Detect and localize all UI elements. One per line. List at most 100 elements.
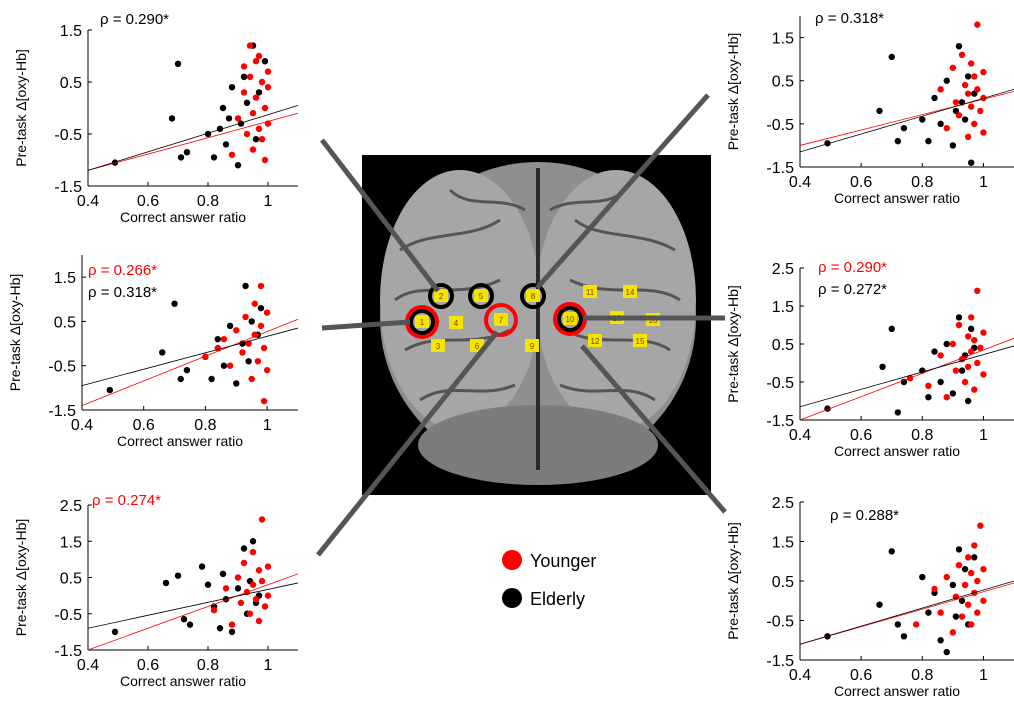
data-point-younger — [255, 125, 263, 132]
y-tick-label: 0.5 — [772, 574, 794, 591]
data-point-younger — [980, 68, 987, 76]
channel-label: 11 — [586, 288, 595, 297]
data-point-elderly — [919, 573, 926, 581]
data-point-elderly — [228, 628, 236, 636]
data-point-younger — [955, 112, 963, 119]
data-point-elderly — [968, 159, 975, 166]
data-point-elderly — [106, 386, 113, 394]
x-axis-label: Correct answer ratio — [834, 190, 960, 206]
data-point-younger — [239, 349, 246, 356]
data-point-younger — [937, 609, 944, 616]
data-point-elderly — [171, 300, 178, 307]
y-tick-label: 0.5 — [60, 75, 82, 92]
data-point-younger — [261, 156, 269, 164]
data-point-younger — [261, 104, 269, 112]
data-point-elderly — [955, 546, 963, 553]
legend-marker-younger — [502, 550, 522, 570]
x-tick-label: 0.4 — [71, 417, 93, 434]
data-point-younger — [249, 548, 257, 556]
legend-marker-elderly — [502, 588, 522, 608]
data-point-elderly — [183, 366, 191, 374]
data-point-younger — [254, 358, 262, 365]
data-point-elderly — [894, 409, 902, 416]
data-point-younger — [243, 130, 251, 138]
channel-label: 10 — [566, 315, 575, 324]
y-tick-label: -1.5 — [54, 179, 82, 196]
rho-annotation: ρ = 0.318* — [815, 10, 884, 27]
y-axis-label: Pre-task Δ[oxy-Hb] — [13, 49, 29, 167]
data-point-younger — [964, 333, 972, 340]
x-tick-label: 1 — [263, 417, 272, 434]
data-point-younger — [248, 375, 255, 383]
channel-label: 4 — [454, 319, 459, 328]
data-point-younger — [955, 321, 963, 329]
x-axis-label: Correct answer ratio — [834, 683, 960, 699]
data-point-younger — [228, 621, 236, 628]
y-tick-label: 1.5 — [772, 299, 794, 316]
channel-ring-elderly — [468, 283, 494, 309]
y-tick-label: -1.5 — [48, 403, 76, 420]
channel-marker — [431, 339, 445, 352]
data-point-younger — [980, 371, 987, 378]
data-point-younger — [974, 577, 981, 585]
data-point-younger — [246, 73, 254, 81]
rho-annotation: ρ = 0.290* — [818, 259, 887, 276]
data-point-younger — [255, 617, 263, 625]
x-tick-label: 0.6 — [850, 667, 872, 684]
y-tick-label: -0.5 — [766, 614, 794, 631]
data-point-younger — [260, 397, 268, 405]
data-point-younger — [961, 81, 969, 89]
data-point-younger — [964, 133, 972, 140]
x-axis-label: Correct answer ratio — [120, 673, 246, 689]
data-point-elderly — [955, 314, 963, 321]
scatter-panel-bottom-right: 2.5 1.5 0.5 -0.5 -1.50.4 0.6 0.8 1 Correct answe… — [725, 495, 1014, 699]
data-point-younger — [952, 367, 960, 374]
x-axis-label: Correct answer ratio — [834, 443, 960, 459]
data-point-younger — [226, 362, 234, 369]
fit-line-elderly — [799, 580, 1014, 645]
x-axis-label: Correct answer ratio — [120, 209, 246, 225]
channel-label: 7 — [499, 316, 504, 325]
channel-marker — [525, 339, 539, 352]
data-point-younger — [971, 386, 978, 393]
channel-label: 12 — [591, 337, 600, 346]
data-point-younger — [968, 314, 975, 321]
data-point-elderly — [261, 58, 269, 65]
data-point-elderly — [888, 548, 895, 555]
data-point-elderly — [204, 581, 212, 588]
connector-line — [316, 330, 499, 557]
y-tick-label: 0.5 — [54, 314, 76, 331]
x-tick-label: 0.8 — [911, 667, 933, 684]
data-point-younger — [240, 89, 248, 96]
data-point-younger — [261, 603, 269, 610]
data-point-elderly — [214, 335, 221, 343]
data-point-younger — [980, 129, 987, 136]
channel-marker — [415, 315, 429, 328]
x-tick-label: 0.6 — [850, 174, 872, 191]
data-point-younger — [251, 300, 258, 307]
x-tick-label: 0.4 — [789, 174, 811, 191]
y-tick-label: -0.5 — [54, 127, 82, 144]
data-point-younger — [252, 596, 260, 603]
data-point-elderly — [210, 154, 218, 161]
data-point-elderly — [111, 628, 119, 636]
data-point-elderly — [226, 322, 234, 330]
left-hemisphere — [380, 170, 540, 430]
data-point-younger — [964, 363, 972, 370]
data-point-younger — [251, 331, 258, 338]
data-point-elderly — [220, 362, 228, 369]
fit-line-elderly — [799, 88, 1014, 153]
data-point-elderly — [925, 137, 932, 145]
right-hemisphere — [536, 170, 696, 430]
data-point-younger — [968, 60, 975, 67]
data-point-elderly — [252, 136, 260, 143]
y-tick-label: 1.5 — [54, 270, 76, 287]
rho-annotation: ρ = 0.274* — [92, 492, 161, 509]
data-point-younger — [222, 585, 230, 592]
data-point-younger — [968, 103, 975, 110]
x-tick-label: 0.8 — [194, 417, 216, 434]
channel-marker — [474, 289, 488, 302]
data-point-elderly — [952, 613, 960, 620]
connector-line — [580, 344, 727, 514]
